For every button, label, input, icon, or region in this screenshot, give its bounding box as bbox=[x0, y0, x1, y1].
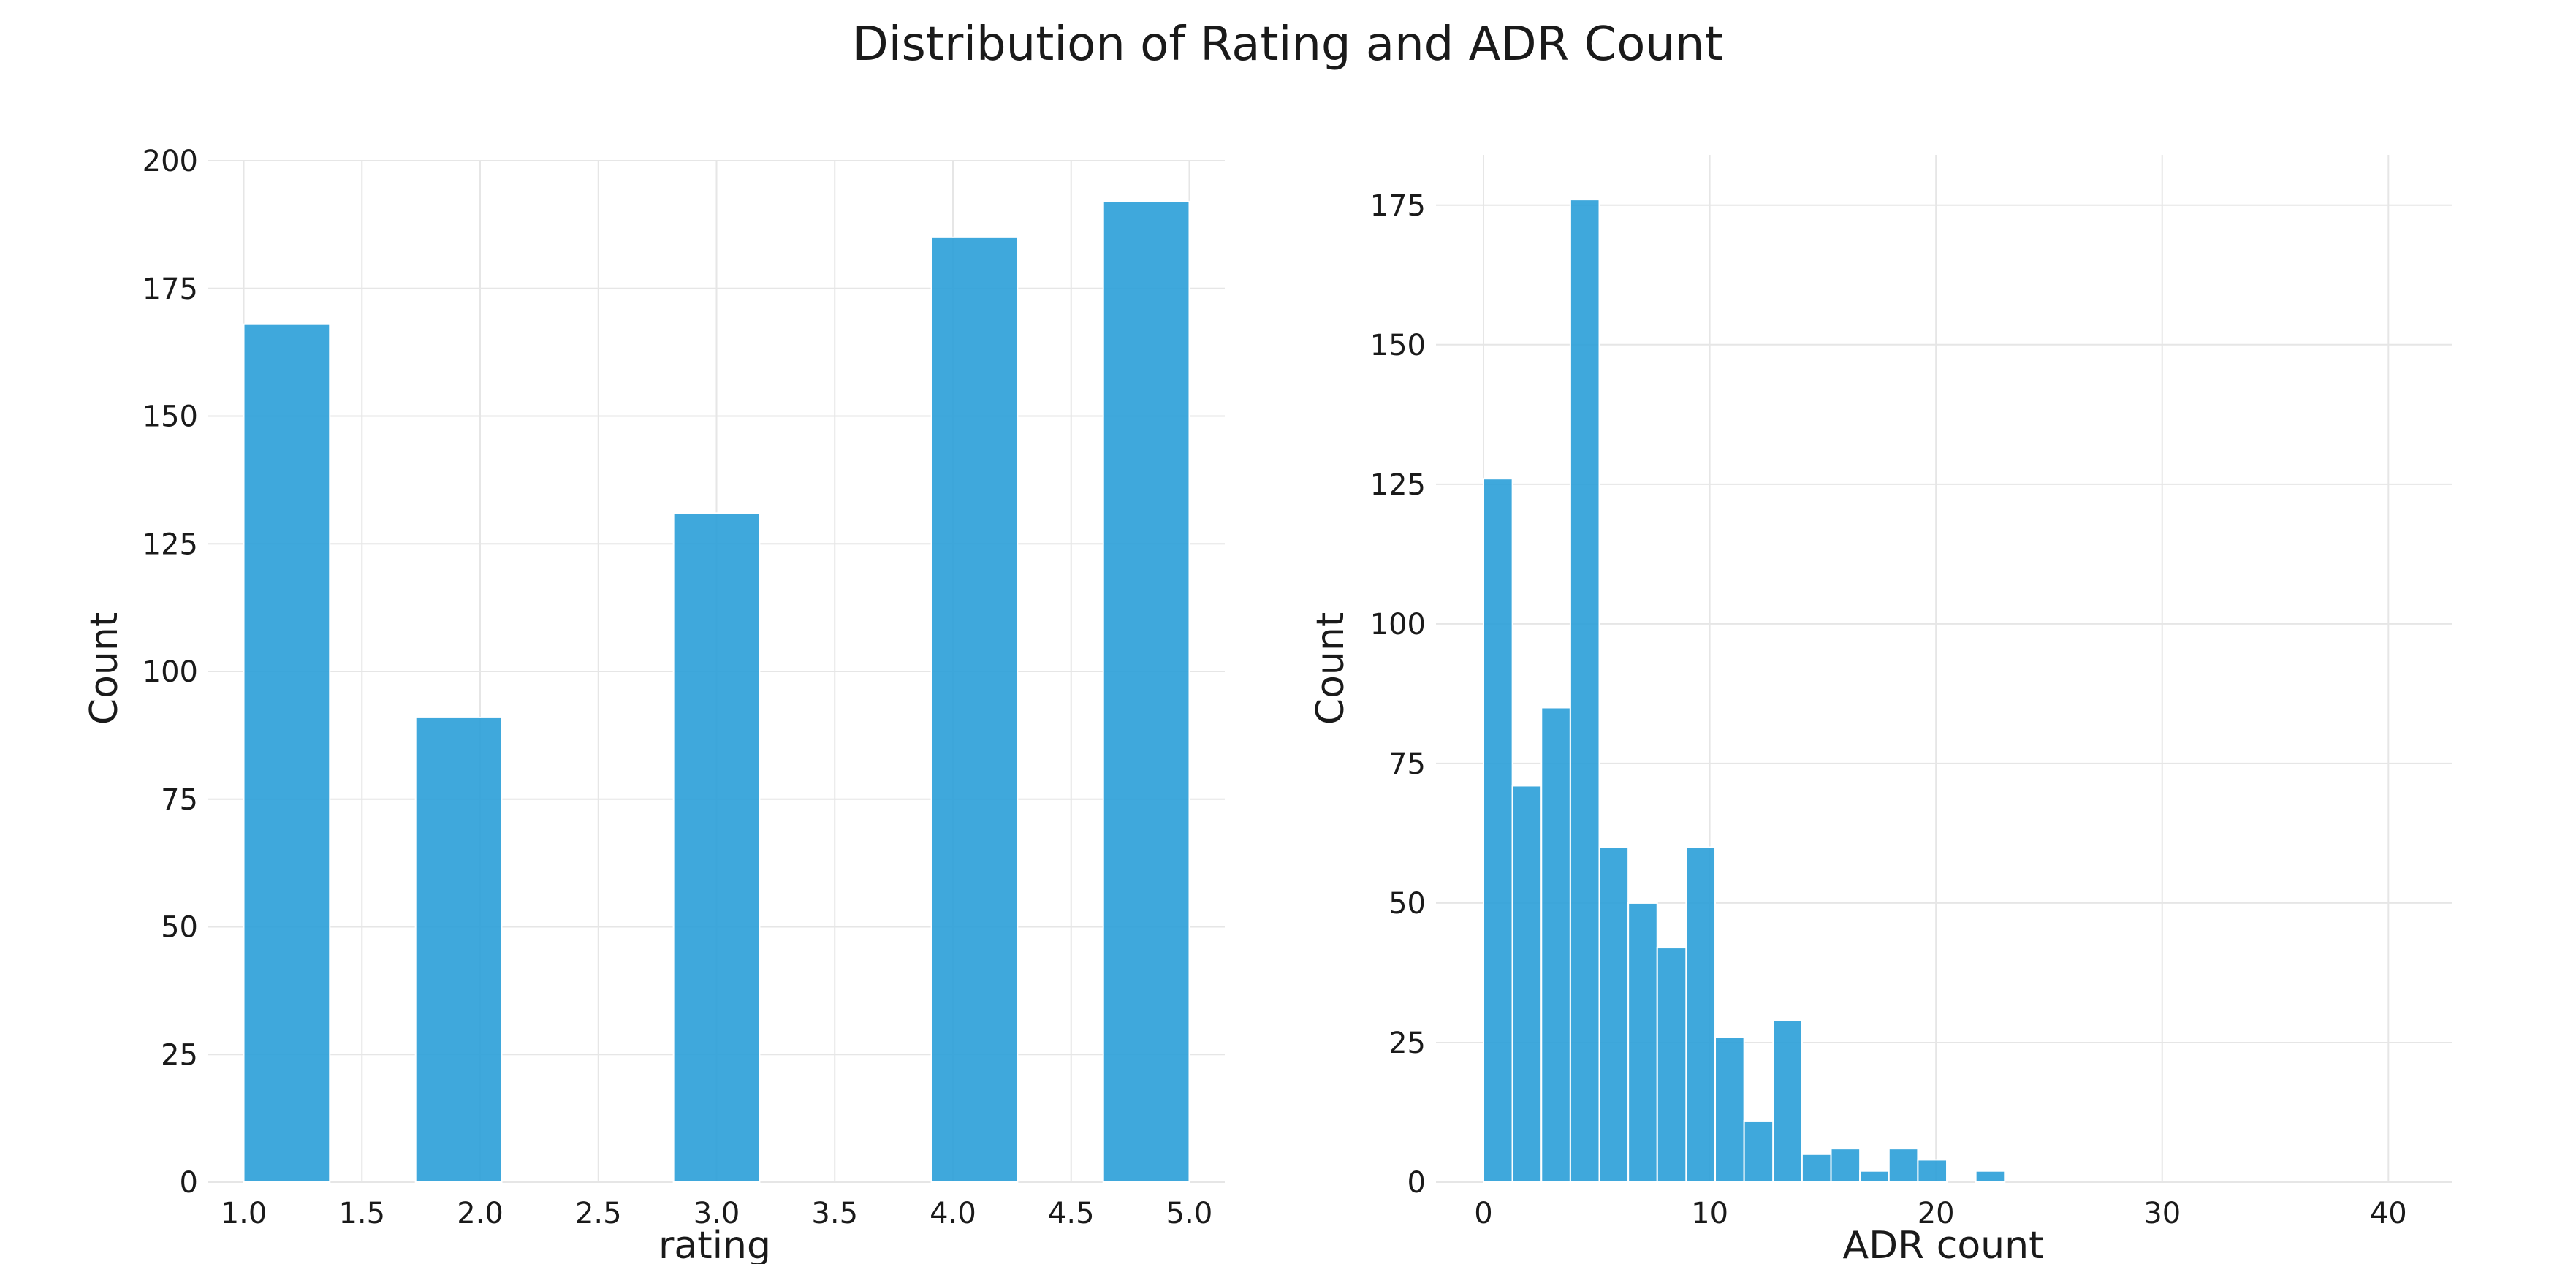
histogram-bar bbox=[930, 236, 1019, 1184]
y-tick-label: 25 bbox=[1388, 1027, 1426, 1060]
histogram-bar bbox=[1540, 707, 1571, 1183]
rating-x-tick-labels: 1.0 1.5 2.0 2.5 3.0 3.5 4.0 4.5 5.0 bbox=[221, 1197, 1213, 1230]
x-tick-label: 1.0 bbox=[221, 1197, 267, 1230]
y-tick-label: 150 bbox=[1370, 329, 1426, 362]
rating-y-tick-labels: 0 25 50 75 100 125 150 175 200 bbox=[143, 145, 198, 1200]
y-tick-label: 50 bbox=[161, 911, 198, 945]
x-tick-label: 4.0 bbox=[930, 1197, 976, 1230]
y-tick-label: 50 bbox=[1388, 887, 1426, 921]
histogram-bar bbox=[1888, 1148, 1919, 1184]
rating-histogram: 1.0 1.5 2.0 2.5 3.0 3.5 4.0 4.5 5.0 0 25 50 75 100 12… bbox=[83, 145, 1225, 1264]
x-tick-label: 2.5 bbox=[575, 1197, 622, 1230]
histogram-bar bbox=[1656, 947, 1687, 1183]
x-tick-label: 5.0 bbox=[1166, 1197, 1213, 1230]
y-tick-label: 125 bbox=[1370, 468, 1426, 502]
histogram-bar bbox=[1714, 1036, 1745, 1183]
histogram-bar bbox=[672, 512, 761, 1183]
rating-bars bbox=[243, 200, 1190, 1184]
rating-x-axis-label: rating bbox=[658, 1224, 771, 1264]
histogram-bar bbox=[1975, 1170, 2006, 1184]
y-tick-label: 175 bbox=[1370, 189, 1426, 223]
x-tick-label: 10 bbox=[1691, 1197, 1728, 1230]
adr-y-tick-labels: 0 25 50 75 100 125 150 175 bbox=[1370, 189, 1426, 1200]
y-tick-label: 150 bbox=[143, 400, 198, 434]
x-tick-label: 3.5 bbox=[811, 1197, 858, 1230]
adr-gridlines bbox=[1436, 155, 2452, 1183]
histogram-bar bbox=[1917, 1159, 1948, 1184]
x-tick-label: 4.5 bbox=[1048, 1197, 1095, 1230]
histogram-bar bbox=[1102, 200, 1190, 1183]
histogram-bar bbox=[1772, 1019, 1803, 1184]
histogram-bar bbox=[1598, 846, 1630, 1183]
histogram-bar bbox=[1511, 785, 1543, 1183]
x-tick-label: 30 bbox=[2143, 1197, 2181, 1230]
y-tick-label: 200 bbox=[143, 145, 198, 178]
adr-bars bbox=[1483, 199, 2006, 1184]
histogram-bar bbox=[1483, 478, 1513, 1183]
adr-y-axis-label: Count bbox=[1309, 612, 1353, 725]
x-tick-label: 3.0 bbox=[694, 1197, 740, 1230]
x-tick-label: 1.5 bbox=[338, 1197, 385, 1230]
histogram-bar bbox=[1801, 1153, 1832, 1183]
y-tick-label: 75 bbox=[1388, 747, 1426, 781]
x-tick-label: 20 bbox=[1918, 1197, 1955, 1230]
y-tick-label: 100 bbox=[143, 655, 198, 689]
histogram-bar bbox=[1569, 199, 1600, 1183]
y-tick-label: 0 bbox=[1407, 1166, 1426, 1200]
adr-x-axis-label: ADR count bbox=[1843, 1224, 2044, 1264]
histogram-bar bbox=[414, 716, 503, 1183]
histogram-bar bbox=[1859, 1170, 1890, 1184]
y-tick-label: 25 bbox=[161, 1038, 198, 1072]
x-tick-label: 2.0 bbox=[457, 1197, 504, 1230]
y-tick-label: 175 bbox=[143, 273, 198, 306]
histogram-bar bbox=[1685, 846, 1717, 1183]
y-tick-label: 0 bbox=[180, 1166, 198, 1200]
histogram-bar bbox=[243, 323, 331, 1183]
x-tick-label: 0 bbox=[1474, 1197, 1492, 1230]
histogram-bar bbox=[1830, 1148, 1861, 1184]
histogram-bar bbox=[1743, 1119, 1774, 1184]
rating-y-axis-label: Count bbox=[83, 612, 126, 725]
y-tick-label: 100 bbox=[1370, 608, 1426, 641]
x-tick-label: 40 bbox=[2370, 1197, 2407, 1230]
figure-title: Distribution of Rating and ADR Count bbox=[852, 18, 1722, 72]
adr-x-tick-labels: 0 10 20 30 40 bbox=[1474, 1197, 2406, 1230]
y-tick-label: 125 bbox=[143, 528, 198, 561]
y-tick-label: 75 bbox=[161, 783, 198, 817]
histogram-bar bbox=[1627, 902, 1658, 1184]
